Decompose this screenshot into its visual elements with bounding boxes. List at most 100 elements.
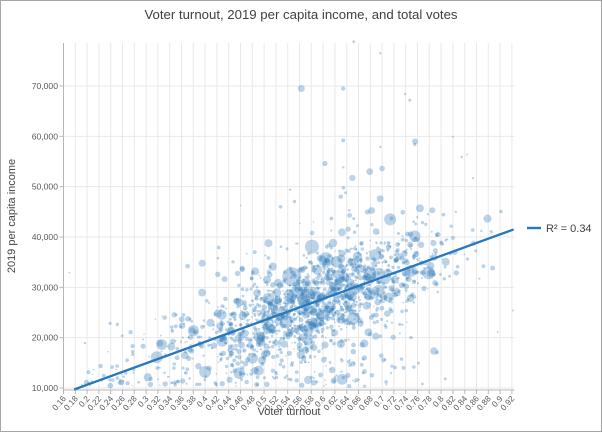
data-point <box>311 261 314 264</box>
data-point <box>336 339 345 349</box>
data-point <box>334 279 340 285</box>
data-point <box>402 260 406 264</box>
data-point <box>424 272 427 275</box>
data-point <box>219 381 225 387</box>
data-point <box>208 301 211 305</box>
data-point <box>326 270 330 274</box>
data-point <box>289 304 294 309</box>
data-point <box>382 300 385 304</box>
data-point <box>374 298 381 306</box>
data-point <box>347 383 352 389</box>
data-point <box>251 270 255 274</box>
data-point <box>221 336 226 341</box>
data-point <box>378 253 385 260</box>
data-point <box>320 308 325 314</box>
data-point <box>393 258 396 261</box>
data-point <box>331 307 334 311</box>
data-point <box>252 307 257 312</box>
data-point <box>321 341 329 349</box>
data-point <box>154 318 157 320</box>
data-point <box>318 322 323 327</box>
data-point <box>316 287 320 290</box>
data-point <box>474 249 478 253</box>
data-point <box>270 318 274 322</box>
data-point <box>304 341 308 345</box>
data-point <box>338 287 341 290</box>
data-point <box>343 300 351 308</box>
data-point <box>373 305 375 308</box>
data-point <box>264 349 271 357</box>
data-point <box>365 268 368 271</box>
data-point <box>354 264 359 268</box>
data-point <box>358 285 364 292</box>
data-point <box>230 344 234 348</box>
data-point <box>404 259 410 266</box>
data-point <box>341 375 346 380</box>
data-point <box>304 308 308 312</box>
data-point <box>363 275 367 279</box>
data-point <box>390 334 396 340</box>
data-point <box>203 325 206 328</box>
data-point <box>305 299 309 304</box>
data-point <box>264 239 273 248</box>
data-point <box>325 318 329 321</box>
data-point <box>239 331 241 334</box>
data-point <box>404 238 409 243</box>
data-point <box>304 361 307 364</box>
data-point <box>384 380 388 384</box>
data-point <box>426 261 435 270</box>
data-point <box>214 330 219 335</box>
data-point <box>290 319 294 323</box>
data-point <box>353 312 357 316</box>
data-point <box>320 282 323 284</box>
data-point <box>395 242 400 247</box>
data-point <box>373 296 376 299</box>
data-point <box>118 378 122 382</box>
data-point <box>274 371 278 376</box>
data-point <box>227 344 233 349</box>
data-point <box>310 262 314 266</box>
data-point <box>341 313 346 319</box>
data-point <box>220 353 223 357</box>
data-point <box>278 306 284 312</box>
data-point <box>137 380 141 384</box>
data-point <box>386 268 391 273</box>
data-point <box>255 318 257 321</box>
data-point <box>275 333 278 335</box>
data-point <box>369 302 371 305</box>
data-point <box>293 324 296 327</box>
data-point <box>418 257 421 260</box>
data-point <box>279 299 282 302</box>
data-point <box>313 334 318 339</box>
trendline-legend: R² = 0.34 <box>527 223 592 235</box>
data-point <box>236 348 242 355</box>
data-point <box>298 324 304 330</box>
data-point <box>307 309 309 312</box>
data-point <box>320 327 325 332</box>
data-point <box>332 305 337 310</box>
data-point <box>249 287 253 291</box>
data-point <box>384 213 397 226</box>
data-point <box>271 354 276 360</box>
data-point <box>185 316 191 322</box>
data-point <box>212 328 215 331</box>
data-point <box>266 289 269 292</box>
data-point <box>170 381 173 385</box>
data-point <box>308 261 312 265</box>
data-point <box>288 284 291 287</box>
data-point <box>394 249 399 254</box>
data-point <box>263 310 270 316</box>
data-point <box>414 236 417 240</box>
data-point <box>434 252 438 255</box>
data-point <box>383 298 387 301</box>
data-point <box>265 332 267 335</box>
data-point <box>272 376 276 380</box>
data-point <box>285 332 291 337</box>
data-point <box>271 375 274 378</box>
data-point <box>310 288 313 292</box>
data-point <box>334 310 337 314</box>
data-point <box>295 279 300 283</box>
data-point <box>320 319 323 322</box>
data-point <box>313 355 317 358</box>
data-point <box>259 311 261 313</box>
